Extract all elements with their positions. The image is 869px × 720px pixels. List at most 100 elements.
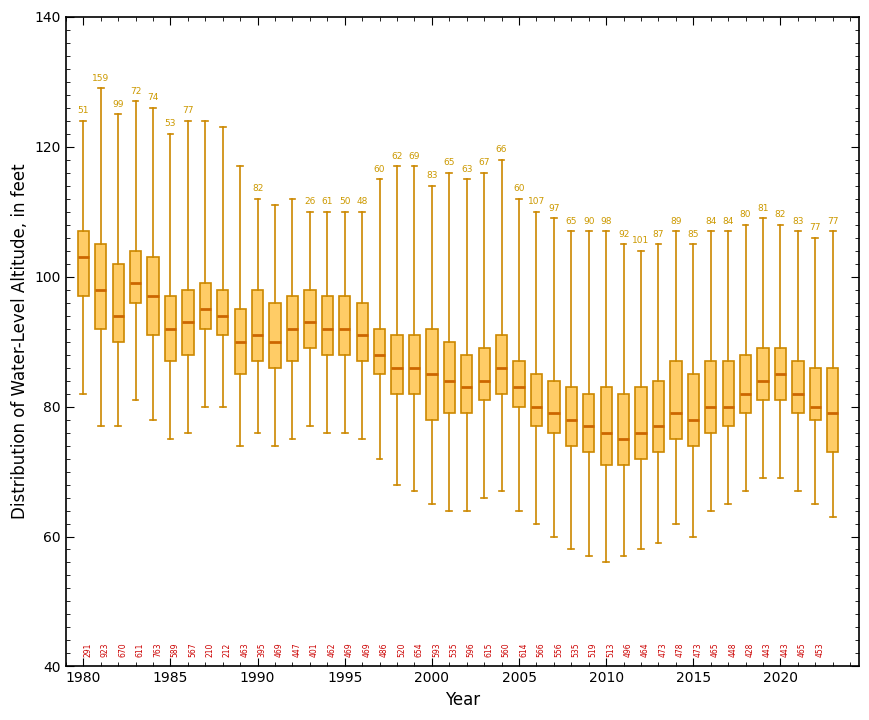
PathPatch shape bbox=[391, 335, 402, 394]
PathPatch shape bbox=[547, 381, 559, 433]
Text: 84: 84 bbox=[704, 217, 715, 226]
PathPatch shape bbox=[443, 341, 454, 413]
Text: 97: 97 bbox=[547, 204, 559, 213]
PathPatch shape bbox=[356, 302, 368, 361]
Text: 611: 611 bbox=[136, 642, 144, 657]
Text: 469: 469 bbox=[275, 642, 283, 657]
Text: 60: 60 bbox=[374, 165, 385, 174]
Text: 443: 443 bbox=[762, 642, 771, 657]
PathPatch shape bbox=[269, 302, 281, 367]
PathPatch shape bbox=[634, 387, 646, 459]
Text: 80: 80 bbox=[739, 210, 751, 220]
Text: 469: 469 bbox=[362, 642, 371, 657]
Text: 85: 85 bbox=[687, 230, 699, 239]
PathPatch shape bbox=[199, 283, 211, 328]
PathPatch shape bbox=[252, 289, 263, 361]
PathPatch shape bbox=[582, 394, 594, 452]
PathPatch shape bbox=[565, 387, 576, 446]
Text: 48: 48 bbox=[356, 197, 368, 207]
PathPatch shape bbox=[478, 348, 489, 400]
Text: 210: 210 bbox=[205, 642, 214, 657]
Text: 77: 77 bbox=[182, 107, 194, 115]
Text: 448: 448 bbox=[727, 642, 736, 657]
Text: 77: 77 bbox=[809, 223, 820, 233]
Text: 589: 589 bbox=[170, 642, 179, 657]
PathPatch shape bbox=[112, 264, 123, 341]
Text: 556: 556 bbox=[554, 642, 562, 657]
PathPatch shape bbox=[217, 289, 229, 335]
Text: 473: 473 bbox=[658, 642, 667, 657]
Text: 763: 763 bbox=[153, 642, 162, 657]
Text: 486: 486 bbox=[379, 642, 388, 657]
Text: 923: 923 bbox=[101, 642, 109, 657]
PathPatch shape bbox=[426, 328, 437, 420]
PathPatch shape bbox=[182, 289, 193, 354]
PathPatch shape bbox=[652, 381, 663, 452]
Text: 83: 83 bbox=[792, 217, 803, 226]
PathPatch shape bbox=[721, 361, 733, 426]
Text: 469: 469 bbox=[344, 642, 354, 657]
Text: 464: 464 bbox=[640, 642, 649, 657]
Text: 69: 69 bbox=[408, 152, 420, 161]
Text: 596: 596 bbox=[466, 642, 475, 657]
Text: 395: 395 bbox=[257, 642, 266, 657]
Text: 89: 89 bbox=[669, 217, 680, 226]
Text: 614: 614 bbox=[519, 642, 527, 657]
PathPatch shape bbox=[461, 354, 472, 413]
Text: 101: 101 bbox=[632, 236, 649, 246]
Text: 463: 463 bbox=[240, 642, 249, 657]
Text: 82: 82 bbox=[252, 184, 263, 194]
Text: 519: 519 bbox=[588, 642, 597, 657]
Text: 99: 99 bbox=[112, 100, 123, 109]
PathPatch shape bbox=[95, 244, 106, 328]
PathPatch shape bbox=[287, 296, 298, 361]
Text: 615: 615 bbox=[484, 642, 493, 657]
Text: 107: 107 bbox=[527, 197, 545, 207]
Text: 74: 74 bbox=[147, 94, 158, 102]
PathPatch shape bbox=[792, 361, 803, 413]
Text: 513: 513 bbox=[606, 642, 614, 657]
Text: 291: 291 bbox=[83, 642, 92, 657]
Text: 62: 62 bbox=[391, 152, 402, 161]
Text: 212: 212 bbox=[222, 642, 231, 657]
Text: 63: 63 bbox=[461, 165, 472, 174]
Text: 77: 77 bbox=[826, 217, 838, 226]
PathPatch shape bbox=[530, 374, 541, 426]
Text: 670: 670 bbox=[118, 642, 127, 657]
Text: 473: 473 bbox=[693, 642, 701, 657]
Text: 51: 51 bbox=[77, 107, 89, 115]
Text: 453: 453 bbox=[814, 642, 823, 657]
Text: 53: 53 bbox=[164, 120, 176, 128]
PathPatch shape bbox=[77, 231, 89, 296]
Text: 447: 447 bbox=[292, 642, 302, 657]
Text: 401: 401 bbox=[309, 642, 319, 657]
Text: 66: 66 bbox=[495, 145, 507, 154]
PathPatch shape bbox=[757, 348, 768, 400]
Text: 535: 535 bbox=[571, 642, 580, 657]
PathPatch shape bbox=[669, 361, 680, 439]
PathPatch shape bbox=[774, 348, 786, 400]
Text: 496: 496 bbox=[623, 642, 632, 657]
PathPatch shape bbox=[339, 296, 350, 354]
Text: 92: 92 bbox=[617, 230, 628, 239]
Text: 535: 535 bbox=[448, 642, 458, 657]
PathPatch shape bbox=[374, 328, 385, 374]
Text: 50: 50 bbox=[339, 197, 350, 207]
Text: 593: 593 bbox=[431, 642, 441, 657]
Text: 60: 60 bbox=[513, 184, 524, 194]
Text: 65: 65 bbox=[443, 158, 454, 167]
PathPatch shape bbox=[408, 335, 420, 394]
Text: 443: 443 bbox=[779, 642, 788, 657]
Text: 83: 83 bbox=[426, 171, 437, 181]
Text: 520: 520 bbox=[396, 642, 406, 657]
Text: 65: 65 bbox=[565, 217, 576, 226]
Text: 98: 98 bbox=[600, 217, 611, 226]
Text: 462: 462 bbox=[327, 642, 336, 657]
Text: 465: 465 bbox=[710, 642, 719, 657]
Text: 465: 465 bbox=[797, 642, 806, 657]
Text: 82: 82 bbox=[774, 210, 786, 220]
PathPatch shape bbox=[147, 257, 158, 335]
Text: 566: 566 bbox=[536, 642, 545, 657]
PathPatch shape bbox=[600, 387, 611, 465]
PathPatch shape bbox=[704, 361, 715, 433]
